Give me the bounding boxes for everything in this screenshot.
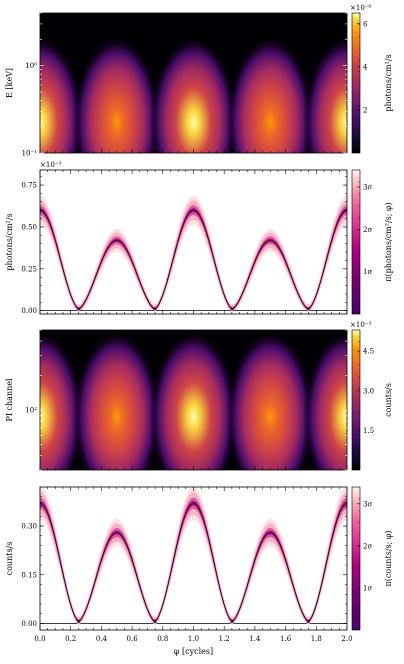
pulse-blob xyxy=(149,330,238,470)
pulse-blob xyxy=(226,35,315,153)
pulse-blob xyxy=(303,35,347,153)
pulse-blob xyxy=(149,35,238,153)
colorbar-tick-label: 1σ xyxy=(363,584,372,592)
x-tick-label: 2.0 xyxy=(341,635,352,643)
y-axis-label: E [keV] xyxy=(5,68,14,98)
pulse-blob xyxy=(72,35,161,153)
y-axis-label: photons/cm²/s xyxy=(5,213,14,270)
heatmap-image xyxy=(40,330,347,470)
y-axis-multiplier: ×10⁻³ xyxy=(40,161,61,169)
y-tick-label: 0.00 xyxy=(21,307,37,315)
pulse-blob xyxy=(226,330,315,470)
credible-band-2sigma xyxy=(40,200,347,312)
y-tick-label: 0.50 xyxy=(21,223,37,231)
y-tick-label: 0.30 xyxy=(21,523,37,531)
colorbar-label: π(photons/cm²/s; φ) xyxy=(384,202,393,282)
colorbar-tick-label: 1σ xyxy=(363,268,372,276)
x-tick-label: 1.8 xyxy=(311,635,322,643)
colorbar-tick-label: 3σ xyxy=(363,500,372,508)
pulse-blob xyxy=(40,330,84,470)
colorbar-label: counts/s xyxy=(384,383,393,417)
x-tick-label: 0.8 xyxy=(157,635,168,643)
colorbar-label: π(counts/s; φ) xyxy=(384,530,393,586)
x-tick-label: 1.0 xyxy=(188,635,199,643)
credible-band-1sigma xyxy=(40,497,347,623)
y-tick-label: 0.25 xyxy=(21,265,37,273)
colorbar-label: photons/cm²/s xyxy=(384,54,393,111)
plot-background xyxy=(40,170,347,314)
y-tick-label: 0.15 xyxy=(21,571,37,579)
colorbar-tick-label: 3.0 xyxy=(363,387,374,395)
colorbar-tick-label: 4.5 xyxy=(363,348,374,356)
y-axis-label: counts/s xyxy=(5,542,14,576)
colorbar-multiplier: ×10⁻⁶ xyxy=(350,4,371,12)
pulse-blob xyxy=(72,330,161,470)
x-tick-label: 1.2 xyxy=(219,635,230,643)
profile-plot xyxy=(40,487,347,625)
y-tick-label: 10⁰ xyxy=(25,62,37,70)
colorbar-tick-label: 6 xyxy=(363,20,368,28)
credible-band-0.4sigma xyxy=(40,501,347,622)
colorbar-multiplier: ×10⁻³ xyxy=(350,321,371,329)
x-tick-label: 0.6 xyxy=(127,635,139,643)
colorbar-tick-label: 3σ xyxy=(363,183,372,191)
credible-band-3sigma xyxy=(40,487,347,625)
x-axis-label: φ [cycles] xyxy=(174,647,213,656)
heatmap-image xyxy=(40,35,347,153)
profile-plot xyxy=(40,195,347,313)
total-profile-line xyxy=(40,209,347,309)
y-tick-label: 10⁻¹ xyxy=(22,150,38,158)
total-profile-line xyxy=(40,502,347,622)
credible-band-2sigma xyxy=(40,492,347,624)
y-tick-label: 0.00 xyxy=(21,620,37,628)
colorbar-tick-label: 1.5 xyxy=(363,427,374,435)
colorbar-tick-label: 4 xyxy=(363,63,368,71)
x-tick-label: 0.2 xyxy=(65,635,76,643)
colorbar-tick-label: 2σ xyxy=(363,542,372,550)
y-axis-label: PI channel xyxy=(5,378,14,422)
x-tick-label: 0.4 xyxy=(96,635,108,643)
y-tick-label: 10² xyxy=(25,407,37,415)
colorbar-tick-label: 2σ xyxy=(363,226,372,234)
x-tick-label: 0.0 xyxy=(34,635,45,643)
x-tick-label: 1.6 xyxy=(280,635,292,643)
x-tick-label: 1.4 xyxy=(249,635,261,643)
colorbar-tick-label: 2 xyxy=(363,106,367,114)
y-tick-label: 0.75 xyxy=(21,182,37,190)
pulse-blob xyxy=(303,330,347,470)
